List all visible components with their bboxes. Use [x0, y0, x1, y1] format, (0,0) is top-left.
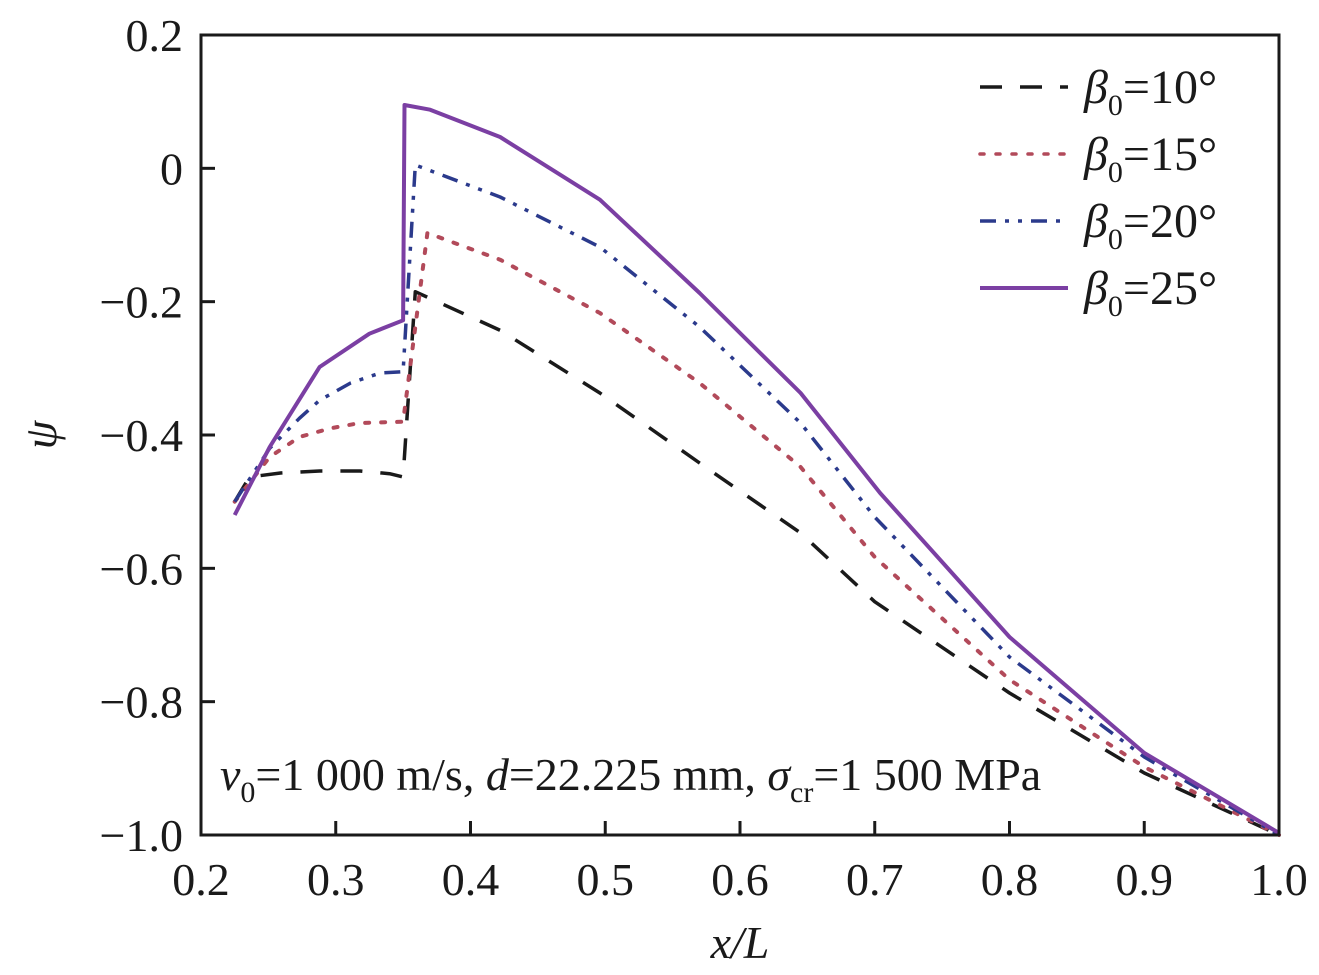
x-tick-label: 0.2: [172, 854, 230, 905]
legend-subscript: 0: [1108, 223, 1123, 256]
annot-d-text: =22.225 mm,: [509, 749, 768, 800]
y-tick-label: −0.4: [100, 410, 183, 461]
y-tick-label: −0.6: [100, 543, 183, 594]
x-tick-label: 0.3: [307, 854, 365, 905]
x-tick-label: 0.8: [981, 854, 1039, 905]
y-tick-label: 0.2: [126, 10, 184, 61]
x-tick-label: 0.4: [442, 854, 500, 905]
legend-label-2: β0=15°: [1083, 128, 1217, 189]
x-tick-label: 0.6: [711, 854, 769, 905]
series-line-1: [233, 289, 1280, 837]
legend-subscript: 0: [1108, 290, 1123, 323]
series-line-4: [232, 103, 1281, 835]
legend-symbol: β: [1083, 195, 1108, 248]
legend-subscript: 0: [1108, 156, 1123, 189]
legend-subscript: 0: [1108, 89, 1123, 122]
plot-frame: [199, 33, 1281, 837]
y-axis-label: ψ: [15, 419, 66, 449]
legend-value: =10°: [1123, 61, 1217, 114]
x-axis: 0.2 0.3 0.4 0.5 0.6 0.7 0.8 0.9 1.0: [172, 821, 1308, 905]
annot-sigma-sub: cr: [790, 776, 813, 809]
parameter-annotation: v0=1 000 m/s, d=22.225 mm, σcr=1 500 MPa: [220, 749, 1041, 809]
y-axis: 0.2 0 −0.2 −0.4 −0.6 −0.8 −1.0: [100, 10, 215, 861]
legend-label-4: β0=25°: [1083, 262, 1217, 323]
legend-value: =15°: [1123, 128, 1217, 181]
x-tick-label: 0.7: [846, 854, 904, 905]
x-axis-label: x/L: [710, 917, 770, 968]
y-tick-label: −0.2: [100, 277, 183, 328]
annot-v-sub: 0: [240, 776, 255, 809]
x-tick-label: 0.9: [1116, 854, 1174, 905]
annot-sigma-symbol: σ: [767, 749, 792, 800]
legend-label-3: β0=20°: [1083, 195, 1217, 256]
annot-d-symbol: d: [486, 749, 510, 800]
y-tick-label: −0.8: [100, 677, 183, 728]
x-tick-label: 0.5: [577, 854, 635, 905]
legend-label-1: β0=10°: [1083, 61, 1217, 122]
x-tick-label: 1.0: [1250, 854, 1308, 905]
series-line-2: [232, 231, 1281, 837]
legend-value: =20°: [1123, 195, 1217, 248]
legend-value: =25°: [1123, 262, 1217, 315]
legend-symbol: β: [1083, 61, 1108, 114]
annot-v-symbol: v: [220, 749, 241, 800]
y-tick-label: 0: [160, 143, 183, 194]
y-tick-label: −1.0: [100, 810, 183, 861]
legend: β0=10°β0=15°β0=20°β0=25°: [978, 61, 1217, 323]
legend-symbol: β: [1083, 128, 1108, 181]
legend-symbol: β: [1083, 262, 1108, 315]
annot-sigma-text: =1 500 MPa: [813, 749, 1041, 800]
annot-v-text: =1 000 m/s,: [255, 749, 485, 800]
series-group: [232, 103, 1281, 837]
